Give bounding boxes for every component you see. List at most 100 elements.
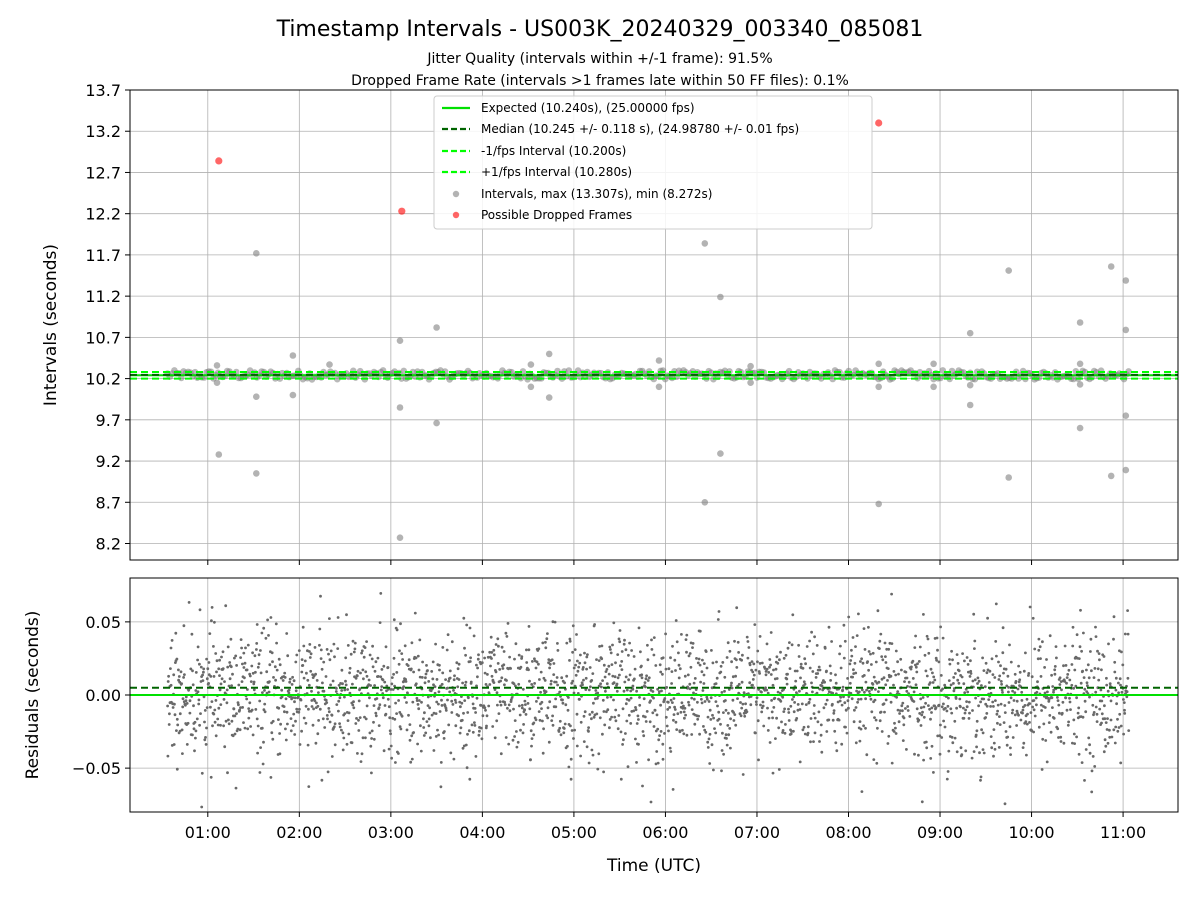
residual-point xyxy=(217,706,221,710)
residual-point xyxy=(732,711,735,714)
residual-point xyxy=(667,729,670,733)
residual-point xyxy=(374,660,378,664)
residual-point xyxy=(336,616,340,619)
residual-point xyxy=(994,602,998,606)
residual-point xyxy=(867,625,870,629)
residual-point xyxy=(683,716,686,720)
interval-point xyxy=(519,368,527,375)
residual-point xyxy=(1059,680,1063,683)
interval-outlier-point xyxy=(213,362,221,369)
residual-point xyxy=(634,737,637,741)
residual-point xyxy=(441,646,445,649)
residual-point xyxy=(753,623,757,626)
residual-point xyxy=(612,698,615,702)
residual-point xyxy=(586,653,589,656)
residual-point xyxy=(189,667,193,671)
residual-point xyxy=(954,672,957,675)
residual-point xyxy=(905,676,909,680)
residual-point xyxy=(775,716,778,720)
residual-point xyxy=(1035,703,1038,707)
residual-point xyxy=(1060,688,1063,692)
residual-point xyxy=(360,752,364,756)
residual-point xyxy=(708,762,712,765)
residual-point xyxy=(714,731,718,735)
residual-point xyxy=(719,670,723,674)
residual-point xyxy=(199,665,203,669)
residual-point xyxy=(997,678,1001,681)
residual-point xyxy=(734,674,737,678)
residual-point xyxy=(434,735,438,738)
residual-point xyxy=(771,716,774,720)
residual-point xyxy=(696,661,700,665)
residual-point xyxy=(754,668,758,672)
residual-point xyxy=(504,736,508,739)
residual-point xyxy=(169,683,173,687)
residual-point xyxy=(430,713,434,717)
residual-point xyxy=(1003,802,1007,806)
residual-point xyxy=(1077,657,1081,660)
residual-point xyxy=(741,653,744,657)
residual-point xyxy=(342,736,346,740)
residual-point xyxy=(809,717,813,720)
residual-point xyxy=(778,658,781,662)
residual-point xyxy=(729,717,732,721)
residual-point xyxy=(392,656,396,660)
residual-point xyxy=(444,706,448,710)
residual-point xyxy=(1114,725,1118,729)
residual-point xyxy=(811,652,815,656)
residual-point xyxy=(223,680,226,683)
residual-point xyxy=(340,728,343,732)
residual-point xyxy=(793,669,797,673)
residual-point xyxy=(908,715,912,718)
residual-point xyxy=(167,723,171,726)
residual-point xyxy=(585,655,589,659)
residual-point xyxy=(332,642,336,646)
residual-point xyxy=(890,761,894,765)
residual-point xyxy=(194,729,198,733)
residual-point xyxy=(1090,769,1094,773)
residual-point xyxy=(461,746,465,750)
residual-point xyxy=(878,639,882,643)
residual-point xyxy=(349,652,353,656)
residual-point xyxy=(882,702,886,706)
residual-point xyxy=(175,767,179,771)
residual-point xyxy=(782,656,786,660)
interval-outlier-point xyxy=(1107,472,1115,480)
residual-point xyxy=(479,726,483,730)
residual-point xyxy=(853,708,856,712)
residual-point xyxy=(200,805,204,809)
residual-point xyxy=(1001,626,1005,630)
residual-point xyxy=(627,678,630,682)
interval-outlier-point xyxy=(1122,466,1130,474)
residual-point xyxy=(236,727,240,731)
residual-point xyxy=(1004,730,1008,733)
residual-point xyxy=(1093,765,1097,768)
residual-point xyxy=(270,651,274,655)
residual-point xyxy=(1072,686,1076,690)
residual-point xyxy=(731,675,735,679)
residual-point xyxy=(624,675,628,679)
residual-point xyxy=(197,698,201,702)
residual-point xyxy=(1065,708,1069,712)
residual-point xyxy=(306,678,310,682)
residual-point xyxy=(609,648,612,651)
residual-point xyxy=(395,671,399,674)
residual-point xyxy=(614,719,618,723)
residual-point xyxy=(421,660,424,664)
residual-point xyxy=(1050,696,1054,700)
residual-point xyxy=(972,612,976,616)
residual-point xyxy=(527,648,531,652)
residual-point xyxy=(541,751,545,755)
residual-point xyxy=(1013,691,1017,694)
residual-point xyxy=(682,704,685,708)
residual-point xyxy=(906,709,910,712)
residual-point xyxy=(341,748,345,752)
residual-point xyxy=(1118,712,1122,716)
residual-point xyxy=(692,691,695,695)
residual-point xyxy=(1032,699,1036,702)
residual-point xyxy=(920,800,924,804)
x-axis-label: Time (UTC) xyxy=(606,856,701,876)
residual-point xyxy=(230,719,234,723)
residual-point xyxy=(391,716,395,720)
residual-point xyxy=(1095,712,1099,716)
